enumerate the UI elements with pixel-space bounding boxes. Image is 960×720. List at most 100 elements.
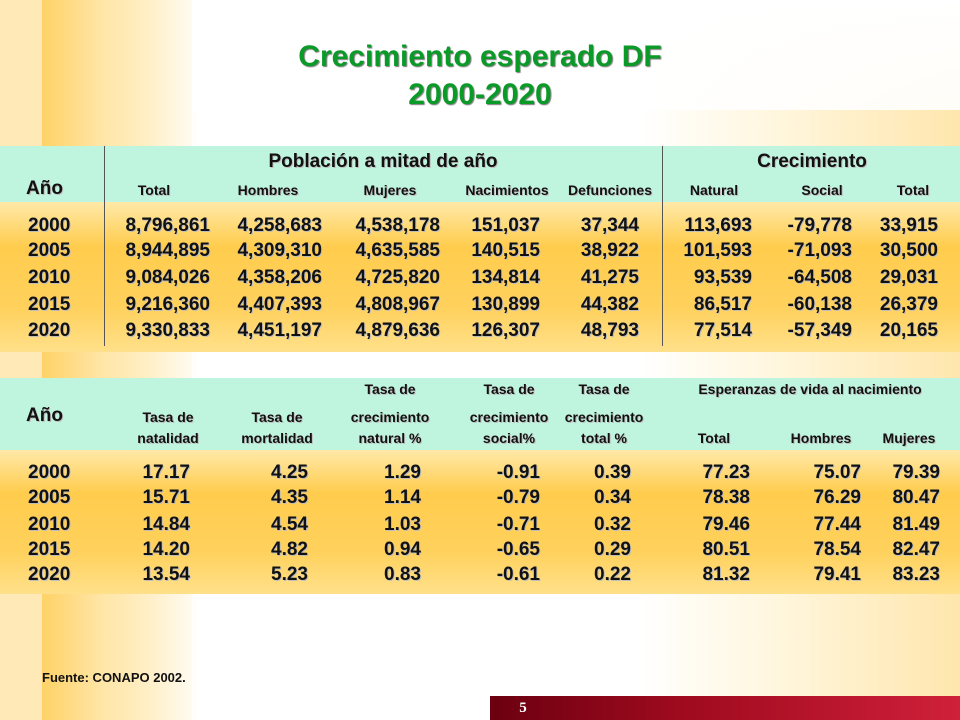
table-cell: 48,793 bbox=[580, 320, 639, 341]
table-cell: 4.82 bbox=[271, 539, 308, 560]
table-cell: 80.47 bbox=[892, 487, 940, 508]
table-cell: 14.20 bbox=[142, 539, 190, 560]
table-cell: -0.71 bbox=[496, 514, 540, 535]
table-cell: 4.25 bbox=[271, 462, 308, 483]
table1-column-header: Mujeres bbox=[363, 182, 417, 198]
table-cell: 4,879,636 bbox=[355, 320, 440, 341]
table-cell: 93,539 bbox=[693, 267, 752, 288]
table-cell: 80.51 bbox=[702, 539, 750, 560]
table-cell: 0.32 bbox=[594, 514, 631, 535]
table-cell: 81.32 bbox=[702, 564, 750, 585]
table1-group-poblacion: Población a mitad de año bbox=[268, 151, 498, 172]
table-cell: 77.23 bbox=[702, 462, 750, 483]
table-cell: 4,358,206 bbox=[237, 267, 322, 288]
table-cell: 8,944,895 bbox=[125, 240, 210, 261]
table1-column-header: Defunciones bbox=[567, 182, 652, 198]
table1-divider-left bbox=[104, 146, 105, 346]
table-cell: 9,216,360 bbox=[125, 294, 210, 315]
page-title: Crecimiento esperado DF bbox=[298, 40, 662, 73]
table-cell: 77,514 bbox=[693, 320, 752, 341]
table1-column-header: Total bbox=[896, 182, 930, 198]
table-cell: 4,725,820 bbox=[355, 267, 440, 288]
table2-column-header: crecimiento bbox=[564, 409, 644, 425]
table-cell: 29,031 bbox=[879, 267, 938, 288]
table-cell: 41,275 bbox=[580, 267, 639, 288]
table-cell: 134,814 bbox=[471, 267, 540, 288]
table-cell: 15.71 bbox=[142, 487, 190, 508]
table-cell: 4,258,683 bbox=[237, 215, 322, 236]
table-cell: 8,796,861 bbox=[125, 215, 210, 236]
table2-column-header: crecimiento bbox=[350, 409, 430, 425]
table-cell: 77.44 bbox=[813, 514, 861, 535]
table-row-year: 2005 bbox=[28, 240, 71, 261]
table-row-year: 2000 bbox=[28, 462, 71, 483]
table-cell: 0.39 bbox=[594, 462, 631, 483]
table-cell: -57,349 bbox=[787, 320, 852, 341]
table-cell: 101,593 bbox=[683, 240, 752, 261]
table-cell: 0.94 bbox=[384, 539, 421, 560]
table-cell: 83.23 bbox=[892, 564, 940, 585]
table-cell: 151,037 bbox=[471, 215, 540, 236]
table2-column-header: social% bbox=[482, 430, 536, 446]
table-cell: 1.14 bbox=[384, 487, 421, 508]
table-cell: 79.39 bbox=[892, 462, 940, 483]
table-row-year: 2005 bbox=[28, 487, 71, 508]
table2-column-header: Tasa de bbox=[251, 409, 303, 425]
table2-column-header: Tasa de bbox=[142, 409, 194, 425]
table-cell: 4,808,967 bbox=[355, 294, 440, 315]
table-row-year: 2020 bbox=[28, 564, 71, 585]
table1-divider-right bbox=[662, 146, 663, 346]
table-cell: 86,517 bbox=[693, 294, 752, 315]
table2-column-header: crecimiento bbox=[469, 409, 549, 425]
table1-column-header: Hombres bbox=[237, 182, 299, 198]
table-row-year: 2010 bbox=[28, 267, 71, 288]
source-note: Fuente: CONAPO 2002. bbox=[42, 670, 186, 685]
table-cell: 81.49 bbox=[892, 514, 940, 535]
table1-column-header: Total bbox=[137, 182, 171, 198]
table-cell: -0.91 bbox=[496, 462, 540, 483]
table-cell: -0.65 bbox=[496, 539, 540, 560]
table-cell: 26,379 bbox=[879, 294, 938, 315]
table-cell: -71,093 bbox=[787, 240, 852, 261]
table-cell: 4,407,393 bbox=[237, 294, 322, 315]
table-cell: 17.17 bbox=[142, 462, 190, 483]
table1-column-header: Natural bbox=[689, 182, 739, 198]
table-cell: 75.07 bbox=[813, 462, 861, 483]
table1-column-header: Social bbox=[801, 182, 843, 198]
table2-column-header: total % bbox=[581, 430, 627, 446]
table-cell: 44,382 bbox=[580, 294, 639, 315]
table1-year-label: Año bbox=[26, 178, 63, 199]
table-cell: 78.54 bbox=[813, 539, 861, 560]
table-cell: 1.29 bbox=[384, 462, 421, 483]
table-row-year: 2010 bbox=[28, 514, 71, 535]
table-cell: 78.38 bbox=[702, 487, 750, 508]
table-cell: 76.29 bbox=[813, 487, 861, 508]
table1-column-header: Nacimientos bbox=[465, 182, 549, 198]
table-cell: -60,138 bbox=[787, 294, 852, 315]
page-subtitle: 2000-2020 bbox=[408, 78, 552, 111]
page-number: 5 bbox=[519, 700, 527, 716]
table-cell: 9,330,833 bbox=[125, 320, 210, 341]
page-footer-bar bbox=[490, 696, 960, 720]
table-cell: 0.34 bbox=[594, 487, 631, 508]
table2-column-header: Hombres bbox=[790, 430, 852, 446]
table-cell: -79,778 bbox=[787, 215, 852, 236]
table2-column-header: Total bbox=[697, 430, 731, 446]
table-cell: 140,515 bbox=[471, 240, 540, 261]
table-cell: 4,309,310 bbox=[237, 240, 322, 261]
table2-column-header: Tasa de bbox=[364, 381, 416, 397]
table2-header-band bbox=[0, 378, 960, 450]
table-cell: 0.83 bbox=[384, 564, 421, 585]
table-cell: 9,084,026 bbox=[125, 267, 210, 288]
table2-column-header: Tasa de bbox=[578, 381, 630, 397]
table2-year-label: Año bbox=[26, 405, 63, 426]
table-cell: 38,922 bbox=[580, 240, 639, 261]
table-cell: 0.22 bbox=[594, 564, 631, 585]
table-cell: 33,915 bbox=[879, 215, 938, 236]
table-cell: 5.23 bbox=[271, 564, 308, 585]
table-cell: 4.54 bbox=[271, 514, 308, 535]
table-row-year: 2015 bbox=[28, 294, 71, 315]
table2-column-header: Tasa de bbox=[483, 381, 535, 397]
title-area bbox=[192, 0, 960, 110]
table-cell: -0.79 bbox=[496, 487, 540, 508]
